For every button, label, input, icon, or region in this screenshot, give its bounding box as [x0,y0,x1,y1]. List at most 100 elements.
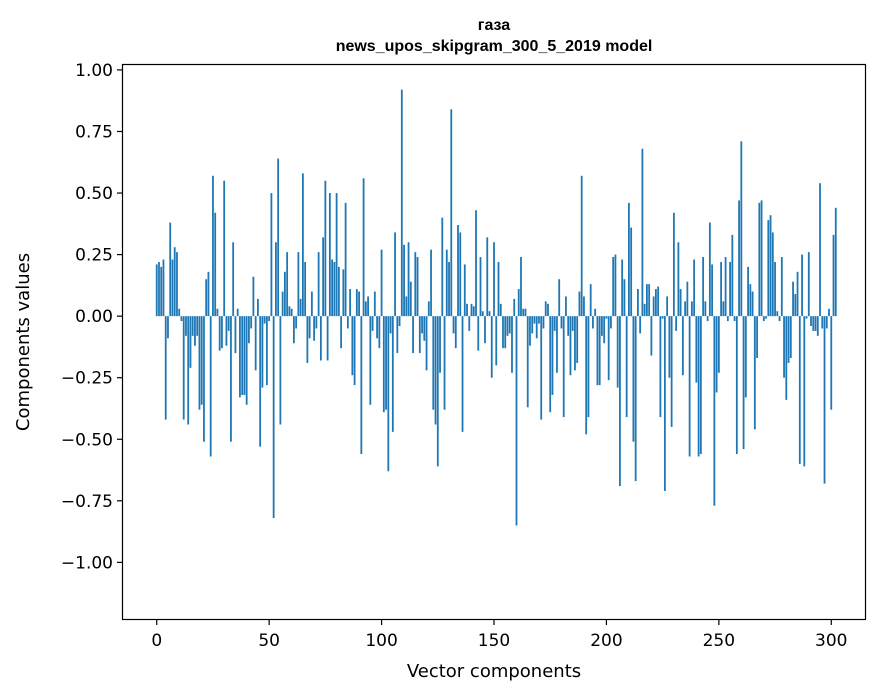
bar-183 [567,316,570,336]
bar-295 [819,183,821,317]
bar-115 [414,252,417,317]
bar-205 [616,316,619,388]
bar-255 [729,261,731,317]
bar-129 [445,249,448,317]
bar-162 [520,257,522,317]
bar-206 [619,316,621,487]
bar-174 [547,303,549,317]
bar-38 [241,316,244,395]
bar-75 [324,180,327,317]
bar-92 [362,178,365,317]
bar-230 [672,212,675,317]
bar-33 [230,316,232,442]
bar-272 [767,220,770,317]
bar-44 [254,316,257,371]
x-tick-label-200: 200 [590,631,622,651]
bar-210 [628,202,630,317]
bar-159 [513,298,516,317]
bar-184 [569,316,572,376]
bar-223 [657,286,660,317]
bar-207 [621,259,624,317]
bar-241 [697,316,700,457]
bar-164 [524,308,527,317]
bar-147 [486,237,489,317]
bar-62 [295,316,298,329]
bar-99 [378,316,381,349]
bar-302 [834,207,837,317]
bar-68 [308,316,311,339]
bar-163 [522,308,525,317]
bar-234 [681,316,684,376]
bar-73 [319,316,322,361]
bar-132 [452,316,455,334]
bar-95 [369,316,372,405]
bar-260 [740,141,743,317]
bar-180 [560,316,563,329]
bar-10 [178,308,181,317]
x-axis-label: Vector components [407,661,581,682]
bar-235 [684,301,687,317]
bar-181 [562,316,565,418]
bar-54 [277,158,280,317]
bar-138 [466,303,468,317]
bar-195 [594,308,597,317]
bar-128 [443,316,446,410]
bar-83 [342,269,345,317]
bar-14 [187,316,190,425]
chart-title-line1: газа [478,17,511,34]
bar-126 [439,316,441,373]
bar-263 [747,266,749,317]
bar-179 [558,279,561,317]
bar-140 [470,303,473,317]
bar-172 [542,316,545,329]
bar-156 [506,316,509,336]
bar-283 [792,281,794,317]
bar-284 [794,293,797,317]
bar-4 [164,316,167,420]
bar-220 [650,316,653,356]
bar-265 [751,291,754,317]
bar-209 [625,316,628,418]
bar-215 [639,316,642,334]
bar-199 [603,316,606,344]
bar-46 [259,316,262,447]
bar-78 [331,259,334,317]
bar-66 [304,261,307,317]
bar-161 [517,289,520,317]
bar-15 [189,316,192,368]
x-tick-label-100: 100 [365,631,397,651]
bar-89 [355,289,358,317]
bar-258 [735,316,738,455]
y-tick-label-0: 1.00 [75,61,113,81]
bar-28 [218,316,221,351]
bar-221 [652,296,655,317]
bar-201 [607,316,610,381]
bar-31 [225,316,228,346]
bar-248 [713,316,716,506]
bar-71 [315,316,318,329]
bar-119 [423,316,426,341]
bar-104 [389,316,392,334]
bar-239 [693,259,696,317]
bar-87 [351,316,354,376]
bar-187 [576,316,579,363]
bar-90 [358,291,360,317]
bar-25 [212,175,214,317]
bar-94 [367,296,369,317]
bar-24 [209,316,212,457]
bar-285 [796,271,799,317]
bar-86 [349,289,351,317]
bar-98 [376,316,378,339]
bar-300 [830,316,833,410]
bar-233 [679,289,682,317]
bar-282 [789,316,792,359]
bar-236 [686,281,689,317]
bar-109 [400,89,403,317]
bar-167 [531,316,534,334]
bar-114 [412,316,414,354]
bar-139 [468,316,471,331]
bar-1 [158,261,160,317]
bar-18 [196,316,199,336]
bar-225 [661,316,664,319]
bar-112 [407,242,410,317]
